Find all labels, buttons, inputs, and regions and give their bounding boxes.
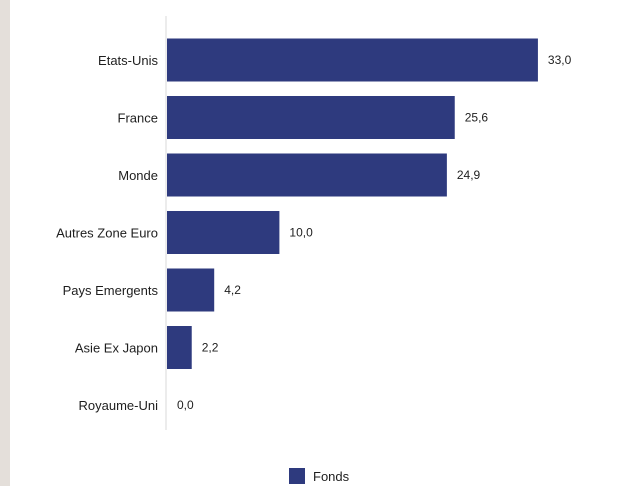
category-label: Etats-Unis bbox=[98, 53, 158, 68]
category-label: Pays Emergents bbox=[63, 283, 159, 298]
value-label: 10,0 bbox=[289, 226, 313, 240]
value-label: 4,2 bbox=[224, 283, 241, 297]
value-label: 0,0 bbox=[177, 398, 194, 412]
bar bbox=[167, 38, 538, 82]
category-label: Asie Ex Japon bbox=[75, 341, 158, 356]
bar bbox=[167, 153, 447, 197]
category-label: Autres Zone Euro bbox=[56, 226, 158, 241]
value-label: 33,0 bbox=[548, 53, 572, 67]
value-label: 25,6 bbox=[465, 111, 489, 125]
legend-swatch-fonds bbox=[289, 468, 305, 484]
bar bbox=[167, 326, 192, 369]
bar bbox=[167, 211, 280, 254]
category-label: Monde bbox=[118, 168, 158, 183]
bar bbox=[167, 268, 215, 312]
value-label: 24,9 bbox=[457, 168, 481, 182]
bar bbox=[167, 96, 455, 139]
legend: Fonds bbox=[289, 468, 350, 484]
category-label: Royaume-Uni bbox=[79, 398, 159, 413]
bars-group: Etats-Unis 33,0 France 25,6 Monde 24,9 Autres … bbox=[56, 38, 572, 413]
category-label: France bbox=[118, 111, 158, 126]
legend-label-fonds: Fonds bbox=[313, 469, 350, 484]
value-label: 2,2 bbox=[202, 341, 219, 355]
